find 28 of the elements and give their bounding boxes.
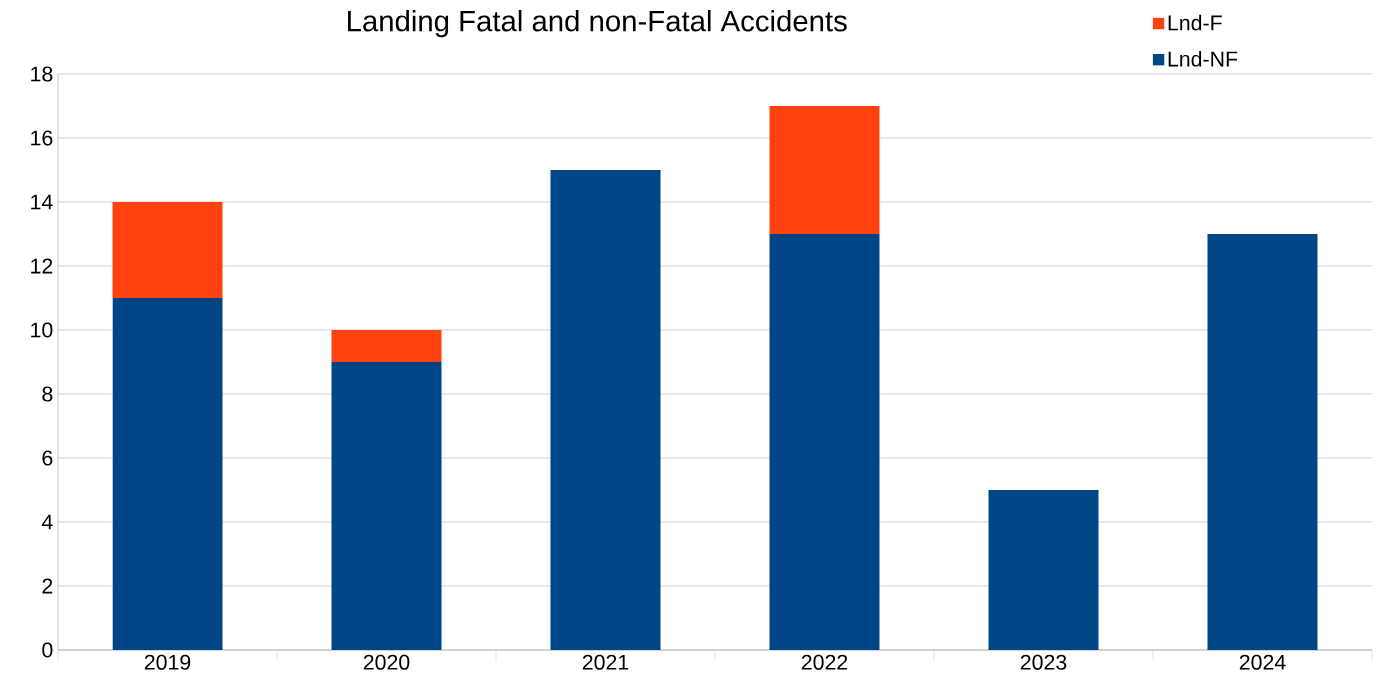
x-tick-label: 2024 xyxy=(1239,654,1286,670)
x-tick-label: 2019 xyxy=(144,654,191,670)
y-tick-label: 14 xyxy=(31,194,53,210)
bar xyxy=(112,201,223,298)
bar xyxy=(112,297,223,650)
x-tick-label: 2022 xyxy=(801,654,848,670)
legend-label: Lnd-NF xyxy=(1168,50,1238,67)
y-tick-label: 2 xyxy=(42,578,53,594)
bar xyxy=(550,169,661,650)
y-tick-label: 16 xyxy=(31,130,53,146)
y-tick-label: 0 xyxy=(42,642,53,658)
y-tick-label: 18 xyxy=(31,66,53,82)
x-tick-label: 2020 xyxy=(363,654,410,670)
y-tick-label: 8 xyxy=(42,386,53,402)
legend-label: Lnd-F xyxy=(1168,14,1222,31)
bar xyxy=(331,361,442,650)
bar xyxy=(769,233,880,650)
bar xyxy=(1207,233,1318,650)
y-tick-label: 6 xyxy=(42,450,53,466)
x-tick-label: 2023 xyxy=(1020,654,1067,670)
y-tick-label: 4 xyxy=(41,514,53,530)
x-tick-label: 2021 xyxy=(582,654,629,670)
bar xyxy=(769,105,880,234)
bar xyxy=(988,489,1099,650)
y-tick-label: 12 xyxy=(31,258,53,274)
y-tick-label: 10 xyxy=(31,322,53,338)
chart-title: Landing Fatal and non-Fatal Accidents xyxy=(348,9,847,38)
bar xyxy=(331,329,442,362)
